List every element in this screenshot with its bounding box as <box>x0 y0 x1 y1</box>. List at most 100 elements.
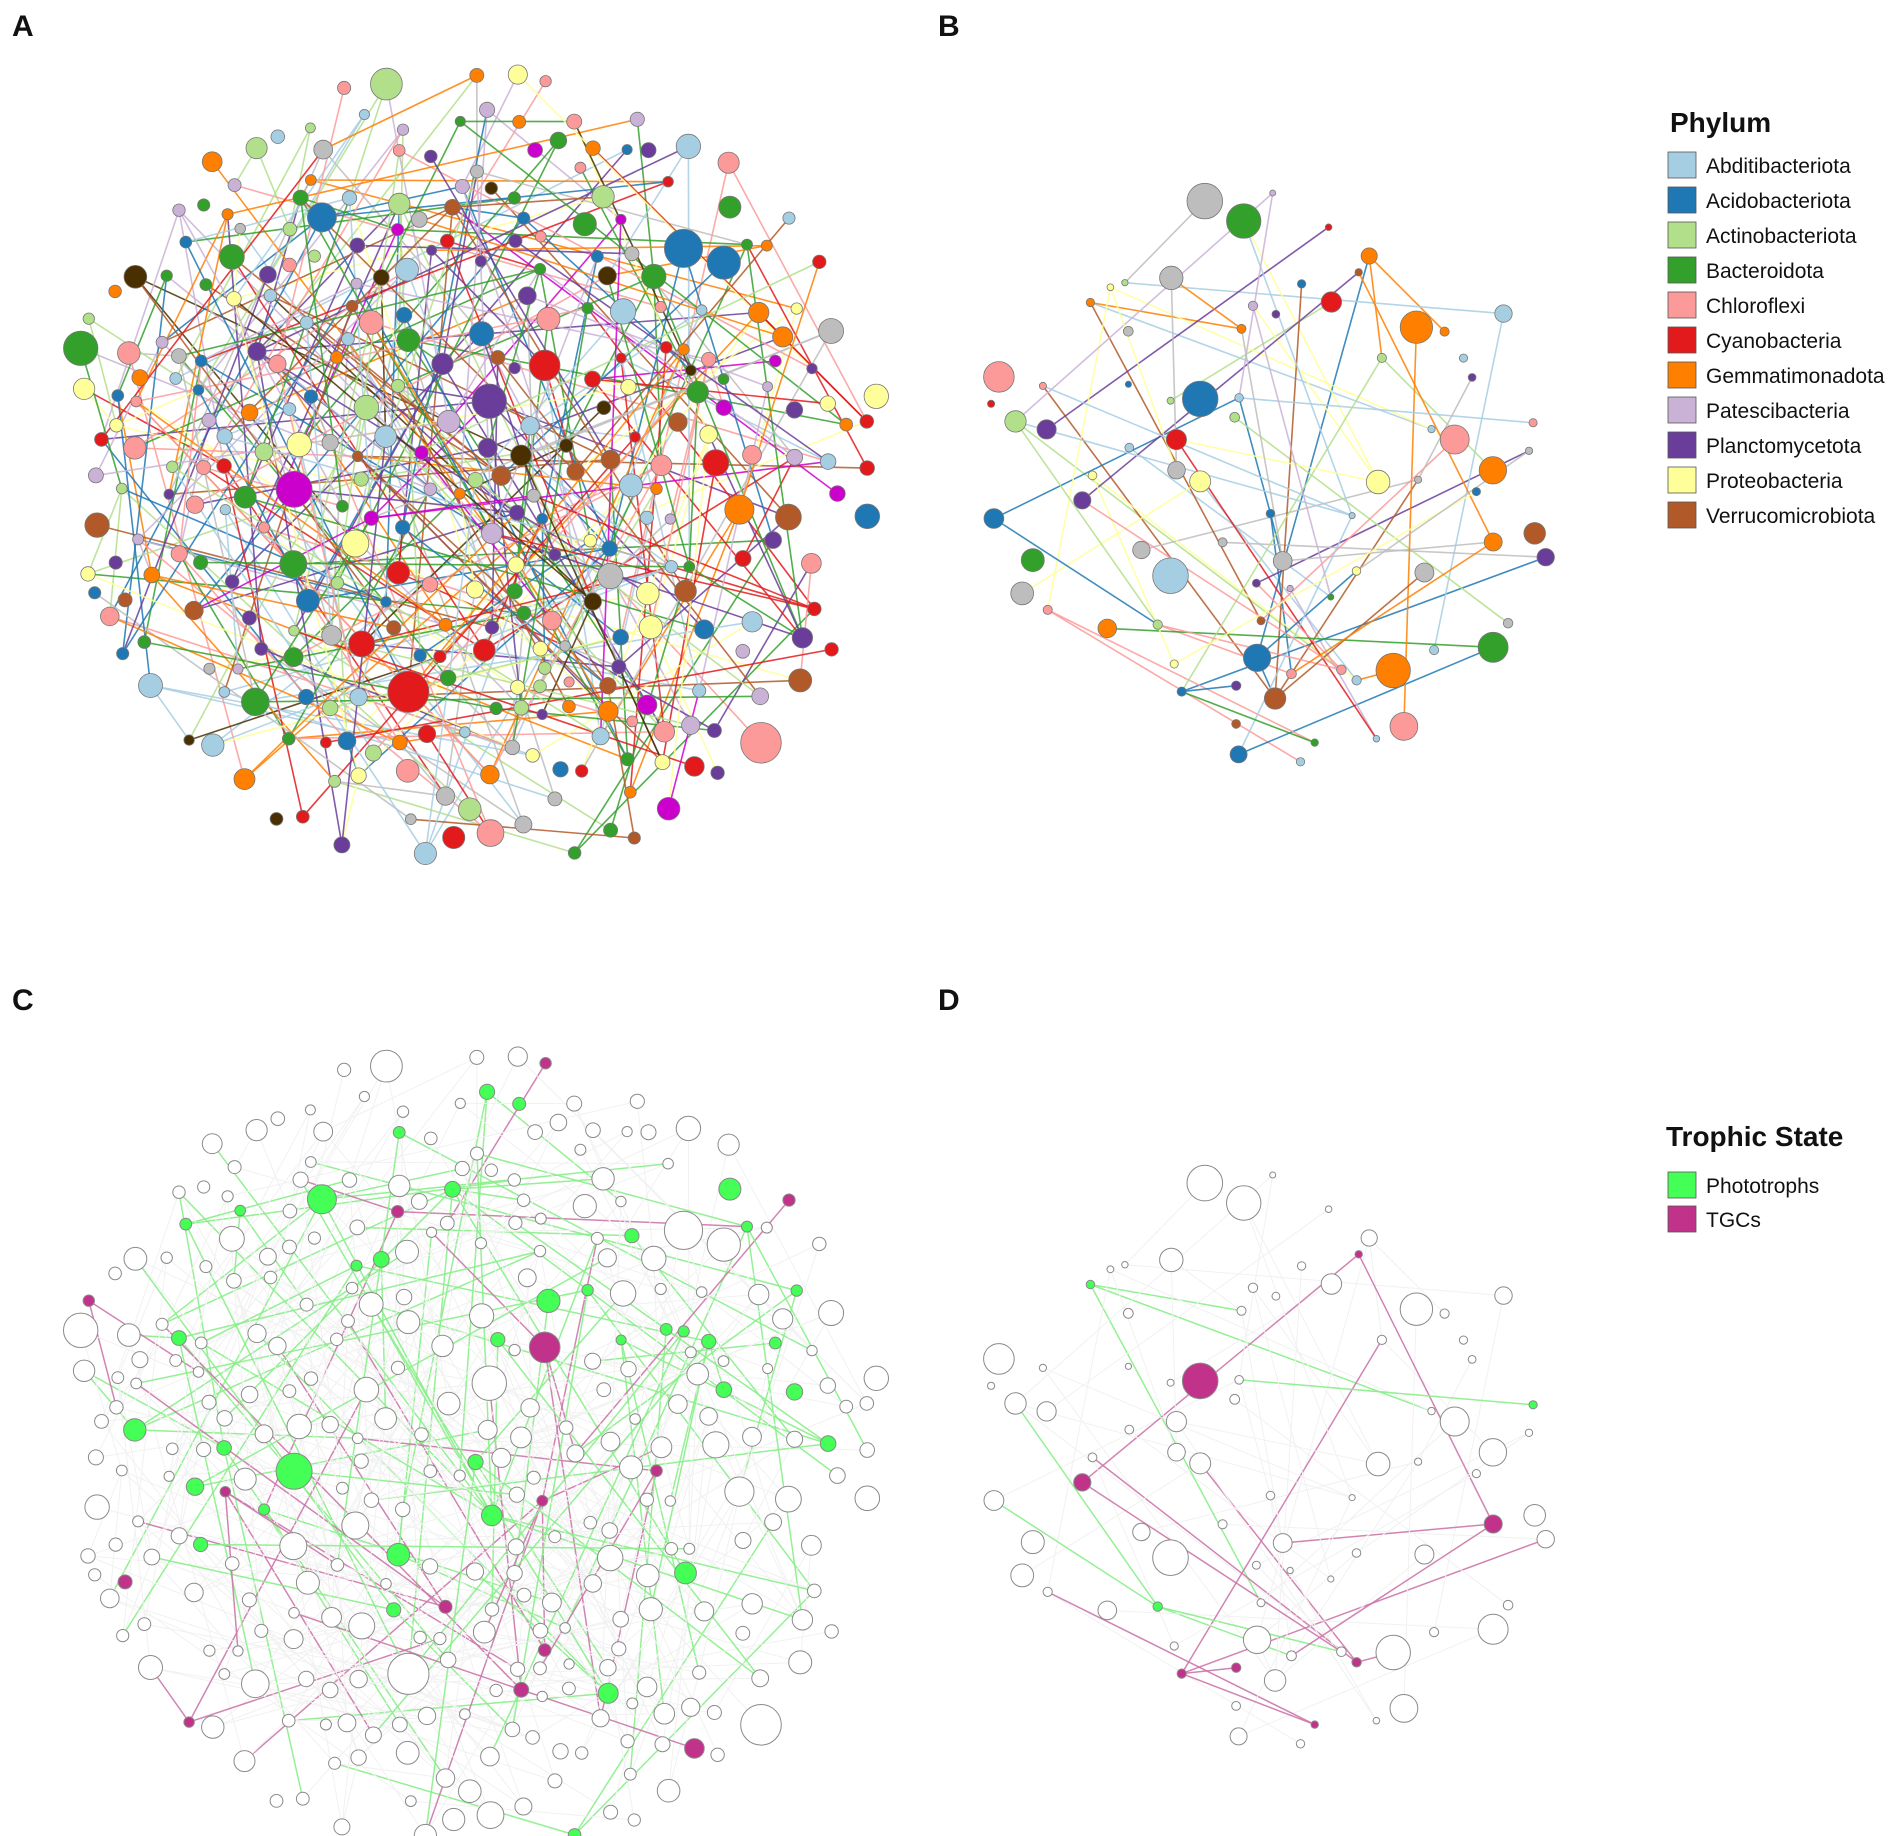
panel-a-node <box>507 64 528 85</box>
panel-b-node <box>1372 735 1381 743</box>
panel-a-node <box>421 576 439 593</box>
panel-b-node <box>1252 578 1261 588</box>
panel-a-node <box>163 488 175 500</box>
panel-a-edge <box>431 244 767 252</box>
panel-d-node <box>1020 1530 1045 1555</box>
panel-a-node <box>321 433 339 452</box>
panel-c-edge <box>101 1131 324 1422</box>
panel-a-edge <box>151 574 336 782</box>
panel-a-node <box>392 144 406 157</box>
panel-d-node <box>1372 1716 1381 1725</box>
panel-c-node <box>583 1574 602 1593</box>
panel-a-node <box>374 425 397 448</box>
panel-c-node <box>650 1464 663 1478</box>
panel-b-node <box>1042 604 1053 615</box>
panel-c-node <box>313 1121 334 1142</box>
panel-a-node <box>292 189 309 206</box>
panel-d-edge <box>1181 1538 1546 1675</box>
panel-c-edge <box>347 1320 431 1472</box>
panel-b-edge <box>1170 277 1242 330</box>
panel-b-node <box>1020 548 1045 572</box>
panel-c-node <box>410 1193 428 1210</box>
panel-c-node <box>636 1676 658 1698</box>
panel-c-node <box>279 1532 308 1561</box>
panel-d-node <box>1286 1650 1297 1662</box>
panel-c-node <box>724 1476 755 1507</box>
panel-b-node <box>1236 323 1247 334</box>
panel-c-edge <box>746 1226 868 1451</box>
panel-a-node <box>88 586 102 600</box>
panel-d-edge <box>1129 1429 1332 1580</box>
panel-a-node <box>109 418 124 433</box>
panel-c-node <box>563 1658 575 1670</box>
panel-c-node <box>525 1730 540 1745</box>
panel-c-node <box>597 1682 619 1704</box>
panel-b-edge <box>993 397 1240 520</box>
panel-c-node <box>801 1534 822 1556</box>
panel-c-node <box>269 1794 284 1808</box>
panel-d-edge <box>1181 1672 1315 1726</box>
panel-a-node <box>684 756 705 777</box>
panel-a-edge <box>380 277 387 437</box>
panel-c-edge <box>346 1546 517 1724</box>
panel-d-edge <box>1358 1253 1494 1525</box>
panel-c-node <box>626 1697 639 1710</box>
panel-a-edge <box>446 80 547 242</box>
panel-a-node <box>668 412 688 432</box>
panel-a-edge <box>515 564 629 760</box>
panel-c-node <box>640 1124 657 1141</box>
panel-c-node <box>80 1548 96 1564</box>
panel-c-node <box>596 1382 612 1398</box>
panel-b-node <box>1439 424 1470 455</box>
panel-a-node <box>481 522 503 545</box>
panel-c-node <box>662 1157 674 1170</box>
panel-a-edge <box>137 538 446 626</box>
panel-b-edge <box>1042 385 1353 517</box>
panel-c-node <box>321 1681 339 1699</box>
panel-a-edge <box>360 261 820 480</box>
panel-a-node <box>636 581 660 606</box>
panel-a-node <box>270 129 286 144</box>
panel-a-node <box>525 748 540 763</box>
panel-c-edge <box>224 1417 672 1550</box>
panel-d-node <box>1263 1669 1287 1692</box>
panel-a-node <box>233 485 257 509</box>
panel-c-node <box>508 1343 521 1357</box>
panel-a-edge <box>202 129 404 468</box>
panel-a-node <box>620 752 635 767</box>
panel-c-node <box>854 1485 881 1512</box>
panel-c-edge <box>490 1169 789 1500</box>
panel-b-edge <box>1107 627 1494 649</box>
panel-c-node <box>115 1464 128 1477</box>
panel-c-node <box>469 1303 495 1329</box>
panel-d-edge <box>1173 1473 1477 1647</box>
panel-a-node <box>245 137 268 160</box>
panel-a-edge <box>233 298 594 603</box>
panel-a-node <box>603 822 618 838</box>
panel-c-edge <box>310 1161 669 1165</box>
panel-a-node <box>413 648 427 663</box>
panel-d-edge <box>1047 1591 1316 1726</box>
panel-c-node <box>216 1410 233 1427</box>
panel-a-node <box>508 504 525 521</box>
panel-c-node <box>436 1391 461 1416</box>
panel-b-edge <box>1357 271 1494 543</box>
panel-b-node <box>1324 223 1333 231</box>
panel-c-node <box>520 1398 540 1418</box>
phylum-legend-swatch <box>1667 256 1697 284</box>
panel-a-node <box>854 503 881 530</box>
panel-c-node <box>683 1542 696 1555</box>
panel-a-node <box>111 389 125 402</box>
panel-a-node <box>467 471 484 488</box>
panel-a-node <box>417 724 437 744</box>
panel-a-edge <box>650 359 710 628</box>
panel-a-edge <box>299 197 344 507</box>
panel-b-node <box>1229 411 1240 423</box>
panel-c-node <box>484 1163 498 1177</box>
panel-c-edge <box>203 1449 343 1489</box>
panel-c-edge <box>371 1477 534 1501</box>
panel-a-node <box>396 123 410 136</box>
panel-c-node <box>349 1219 366 1236</box>
panel-c-node <box>629 1413 641 1425</box>
panel-c-node <box>108 1537 123 1552</box>
